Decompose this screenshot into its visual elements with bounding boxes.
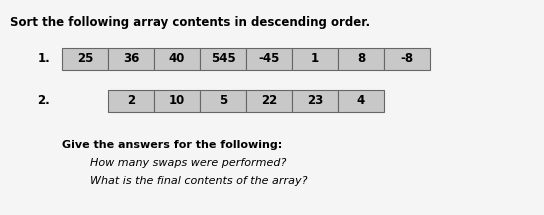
Bar	[246, 48, 292, 70]
Bar	[200, 90, 246, 112]
Text: What is the final contents of the array?: What is the final contents of the array?	[90, 176, 307, 186]
Bar	[338, 48, 384, 70]
Bar	[154, 90, 200, 112]
Text: 23: 23	[307, 95, 323, 108]
Bar	[384, 48, 430, 70]
Text: How many swaps were performed?: How many swaps were performed?	[90, 158, 286, 168]
Text: 5: 5	[219, 95, 227, 108]
Text: 25: 25	[77, 52, 93, 66]
Text: 545: 545	[211, 52, 236, 66]
Text: 4: 4	[357, 95, 365, 108]
Text: Give the answers for the following:: Give the answers for the following:	[62, 140, 282, 150]
Text: 36: 36	[123, 52, 139, 66]
Bar	[154, 48, 200, 70]
Text: 1: 1	[311, 52, 319, 66]
Bar	[246, 90, 292, 112]
Text: 1.: 1.	[37, 52, 50, 66]
Bar	[200, 48, 246, 70]
Text: 2.: 2.	[37, 95, 50, 108]
Text: -8: -8	[400, 52, 413, 66]
Text: 10: 10	[169, 95, 185, 108]
Text: -45: -45	[258, 52, 280, 66]
Text: Sort the following array contents in descending order.: Sort the following array contents in des…	[10, 16, 370, 29]
Text: 8: 8	[357, 52, 365, 66]
Text: 2: 2	[127, 95, 135, 108]
Bar	[338, 90, 384, 112]
Bar	[292, 48, 338, 70]
Bar	[108, 90, 154, 112]
Bar	[62, 48, 108, 70]
Text: 40: 40	[169, 52, 185, 66]
Bar	[292, 90, 338, 112]
Bar	[108, 48, 154, 70]
Text: 22: 22	[261, 95, 277, 108]
